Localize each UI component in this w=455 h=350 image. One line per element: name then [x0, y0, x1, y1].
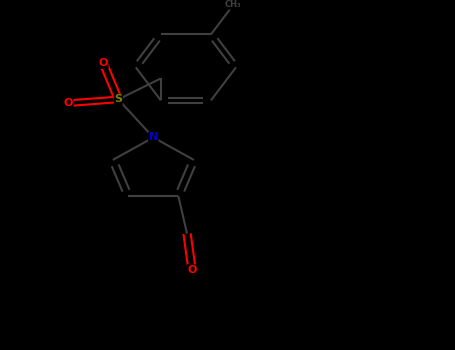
Text: O: O [99, 58, 108, 68]
Text: S: S [114, 94, 122, 104]
Text: CH₃: CH₃ [225, 0, 242, 9]
Text: O: O [187, 265, 197, 275]
Text: O: O [64, 98, 73, 108]
Text: N: N [149, 133, 158, 142]
